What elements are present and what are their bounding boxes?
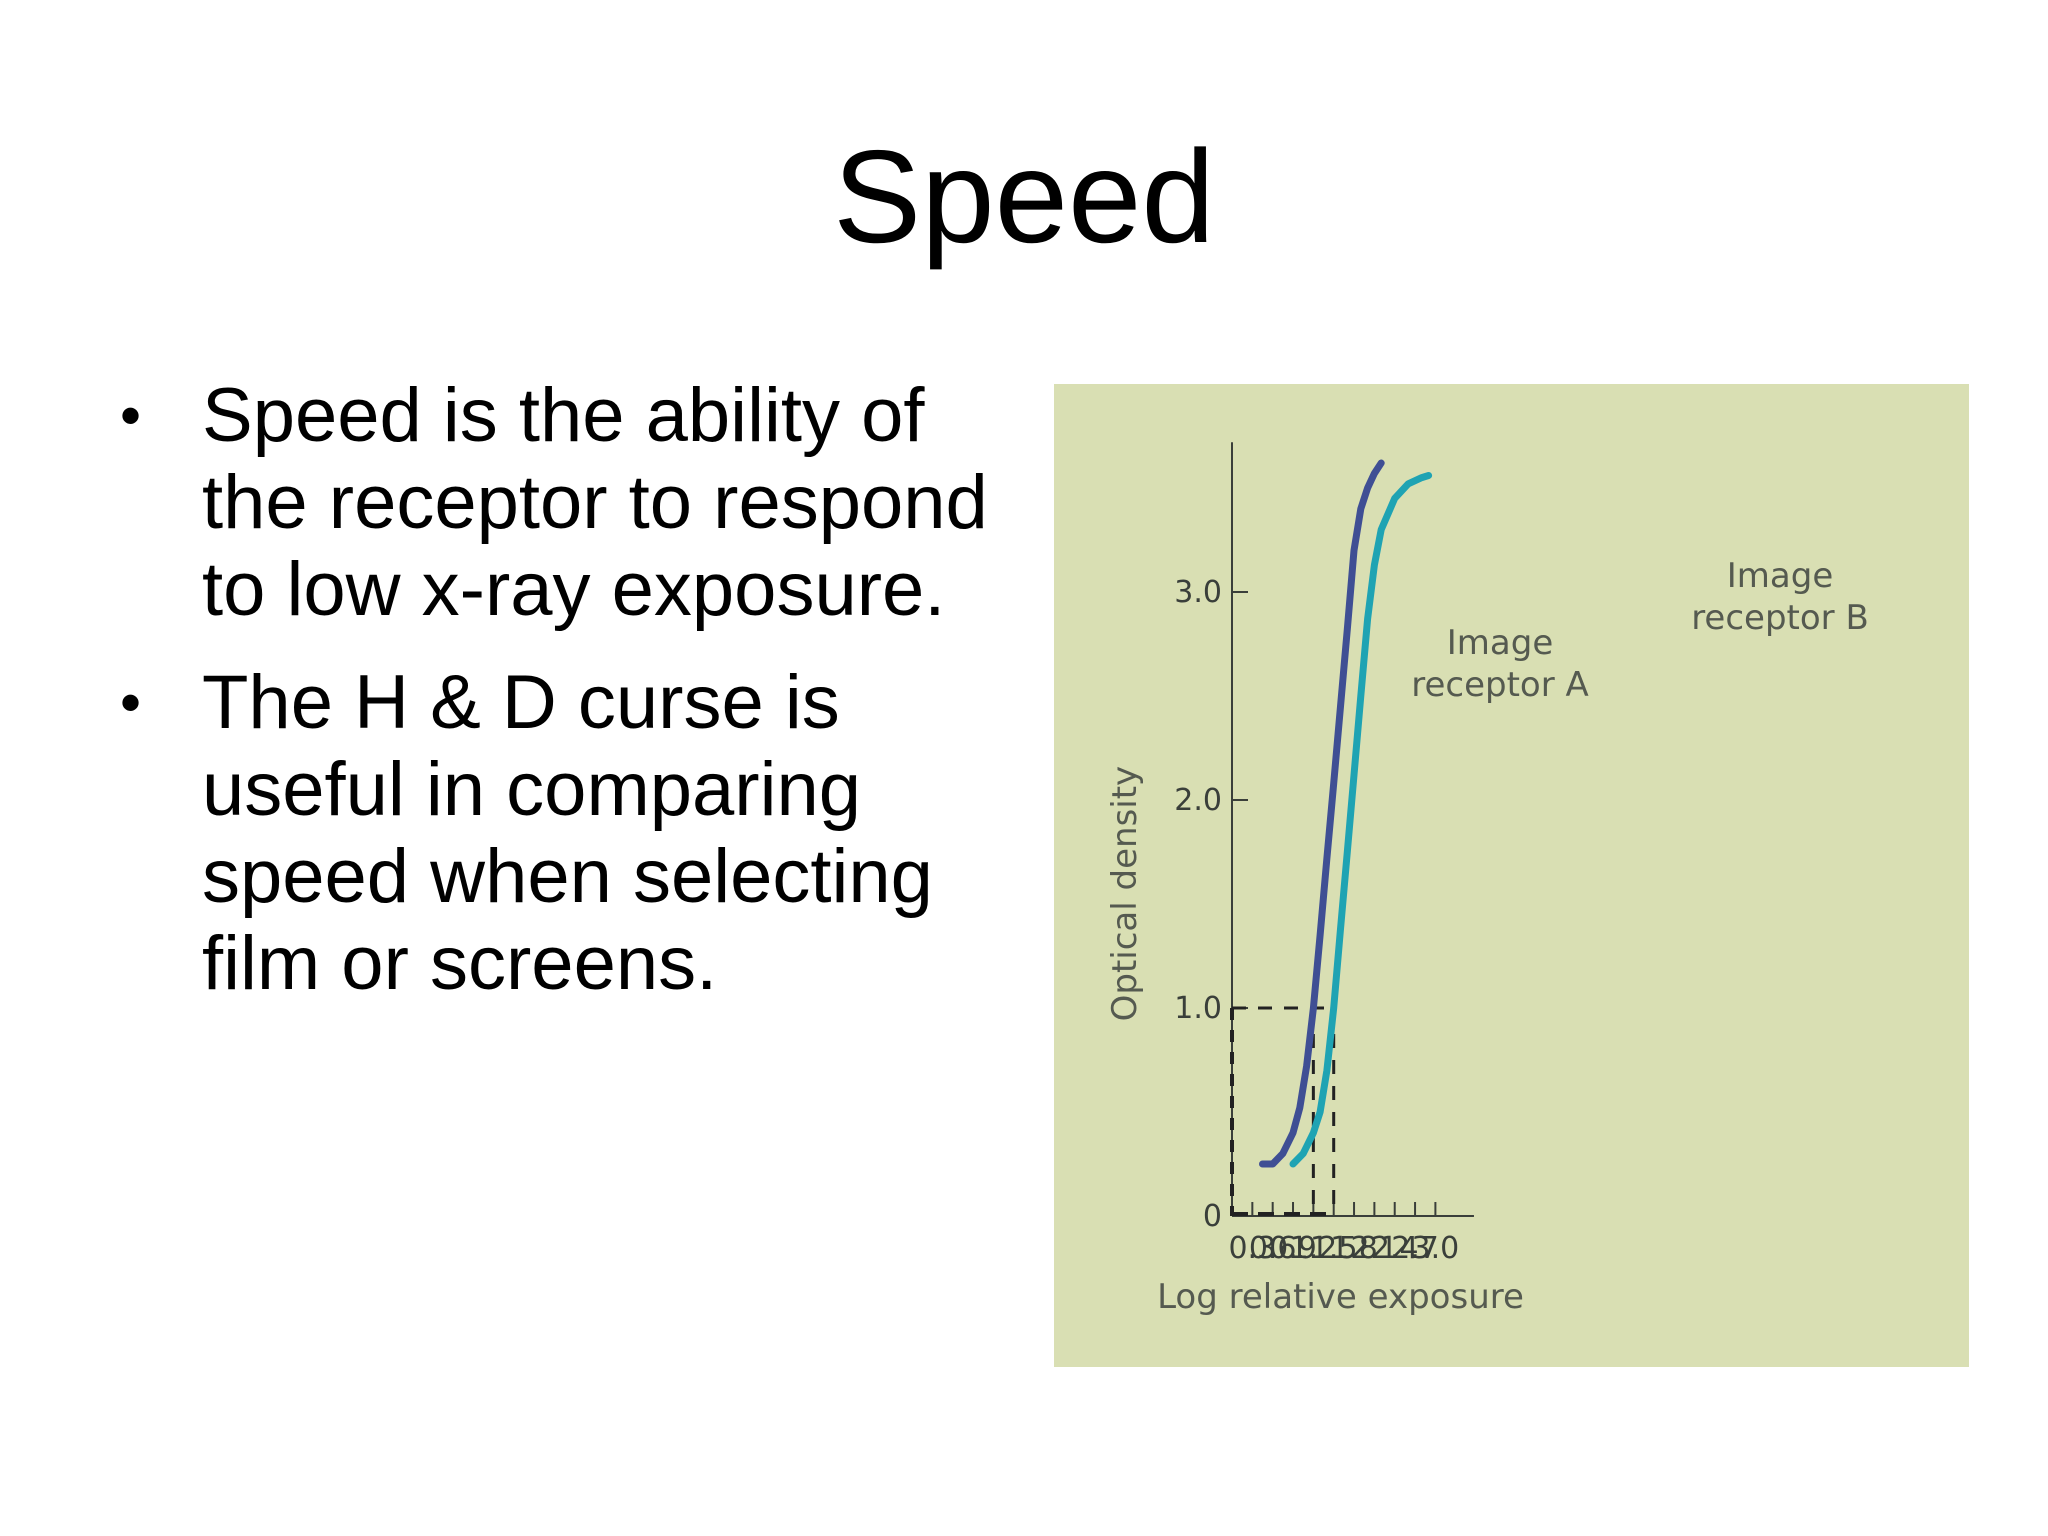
x-tick-label: 2.1 xyxy=(1351,1231,1399,1266)
bullet-text: The H & D curse is useful in comparing s… xyxy=(202,660,933,1006)
bullet-list: • Speed is the ability of the receptor t… xyxy=(120,372,1020,1033)
x-tick-label: 1.8 xyxy=(1330,1231,1378,1266)
slide-title: Speed xyxy=(833,123,1215,270)
y-tick-label: 2.0 xyxy=(1174,783,1222,818)
bullet-item: • The H & D curse is useful in comparing… xyxy=(120,659,1020,1007)
y-tick-label: 0 xyxy=(1203,1199,1222,1234)
x-tick-label: 0.9 xyxy=(1269,1231,1317,1266)
bullet-item: • Speed is the ability of the receptor t… xyxy=(120,372,1020,633)
y-tick-label: 1.0 xyxy=(1174,991,1222,1026)
bullet-dot: • xyxy=(120,382,142,449)
x-axis-title: Log relative exposure xyxy=(1157,1277,1524,1317)
x-tick-label: 2.7 xyxy=(1391,1231,1439,1266)
bullet-dot: • xyxy=(120,669,142,736)
x-tick-label: 1.2 xyxy=(1290,1231,1338,1266)
y-tick-label: 3.0 xyxy=(1174,575,1222,610)
bullet-text: Speed is the ability of the receptor to … xyxy=(202,373,988,632)
x-tick-label: 1.5 xyxy=(1310,1231,1358,1266)
receptor-b-label: Image receptor B xyxy=(1691,556,1869,638)
hd-curve-chart: 0 1.0 2.0 3.0 0.3 0.6 0.9 1.2 1.5 1.8 2.1 2.4 2.7 3.0… xyxy=(1054,384,1969,1367)
chart-svg: 01.02.03.00.30.60.91.21.51.82.12.42.73.0… xyxy=(1105,442,1869,1317)
y-axis-title: Optical density xyxy=(1105,766,1145,1022)
x-tick-label: 0.3 xyxy=(1228,1231,1276,1266)
receptor-a-label: Image receptor A xyxy=(1411,623,1589,705)
x-tick-label: 3.0 xyxy=(1412,1231,1460,1266)
x-tick-label: 2.4 xyxy=(1371,1231,1419,1266)
x-tick-label: 0.6 xyxy=(1249,1231,1297,1266)
receptor-a-curve xyxy=(1259,459,1385,1168)
receptor-b-curve xyxy=(1289,472,1433,1168)
